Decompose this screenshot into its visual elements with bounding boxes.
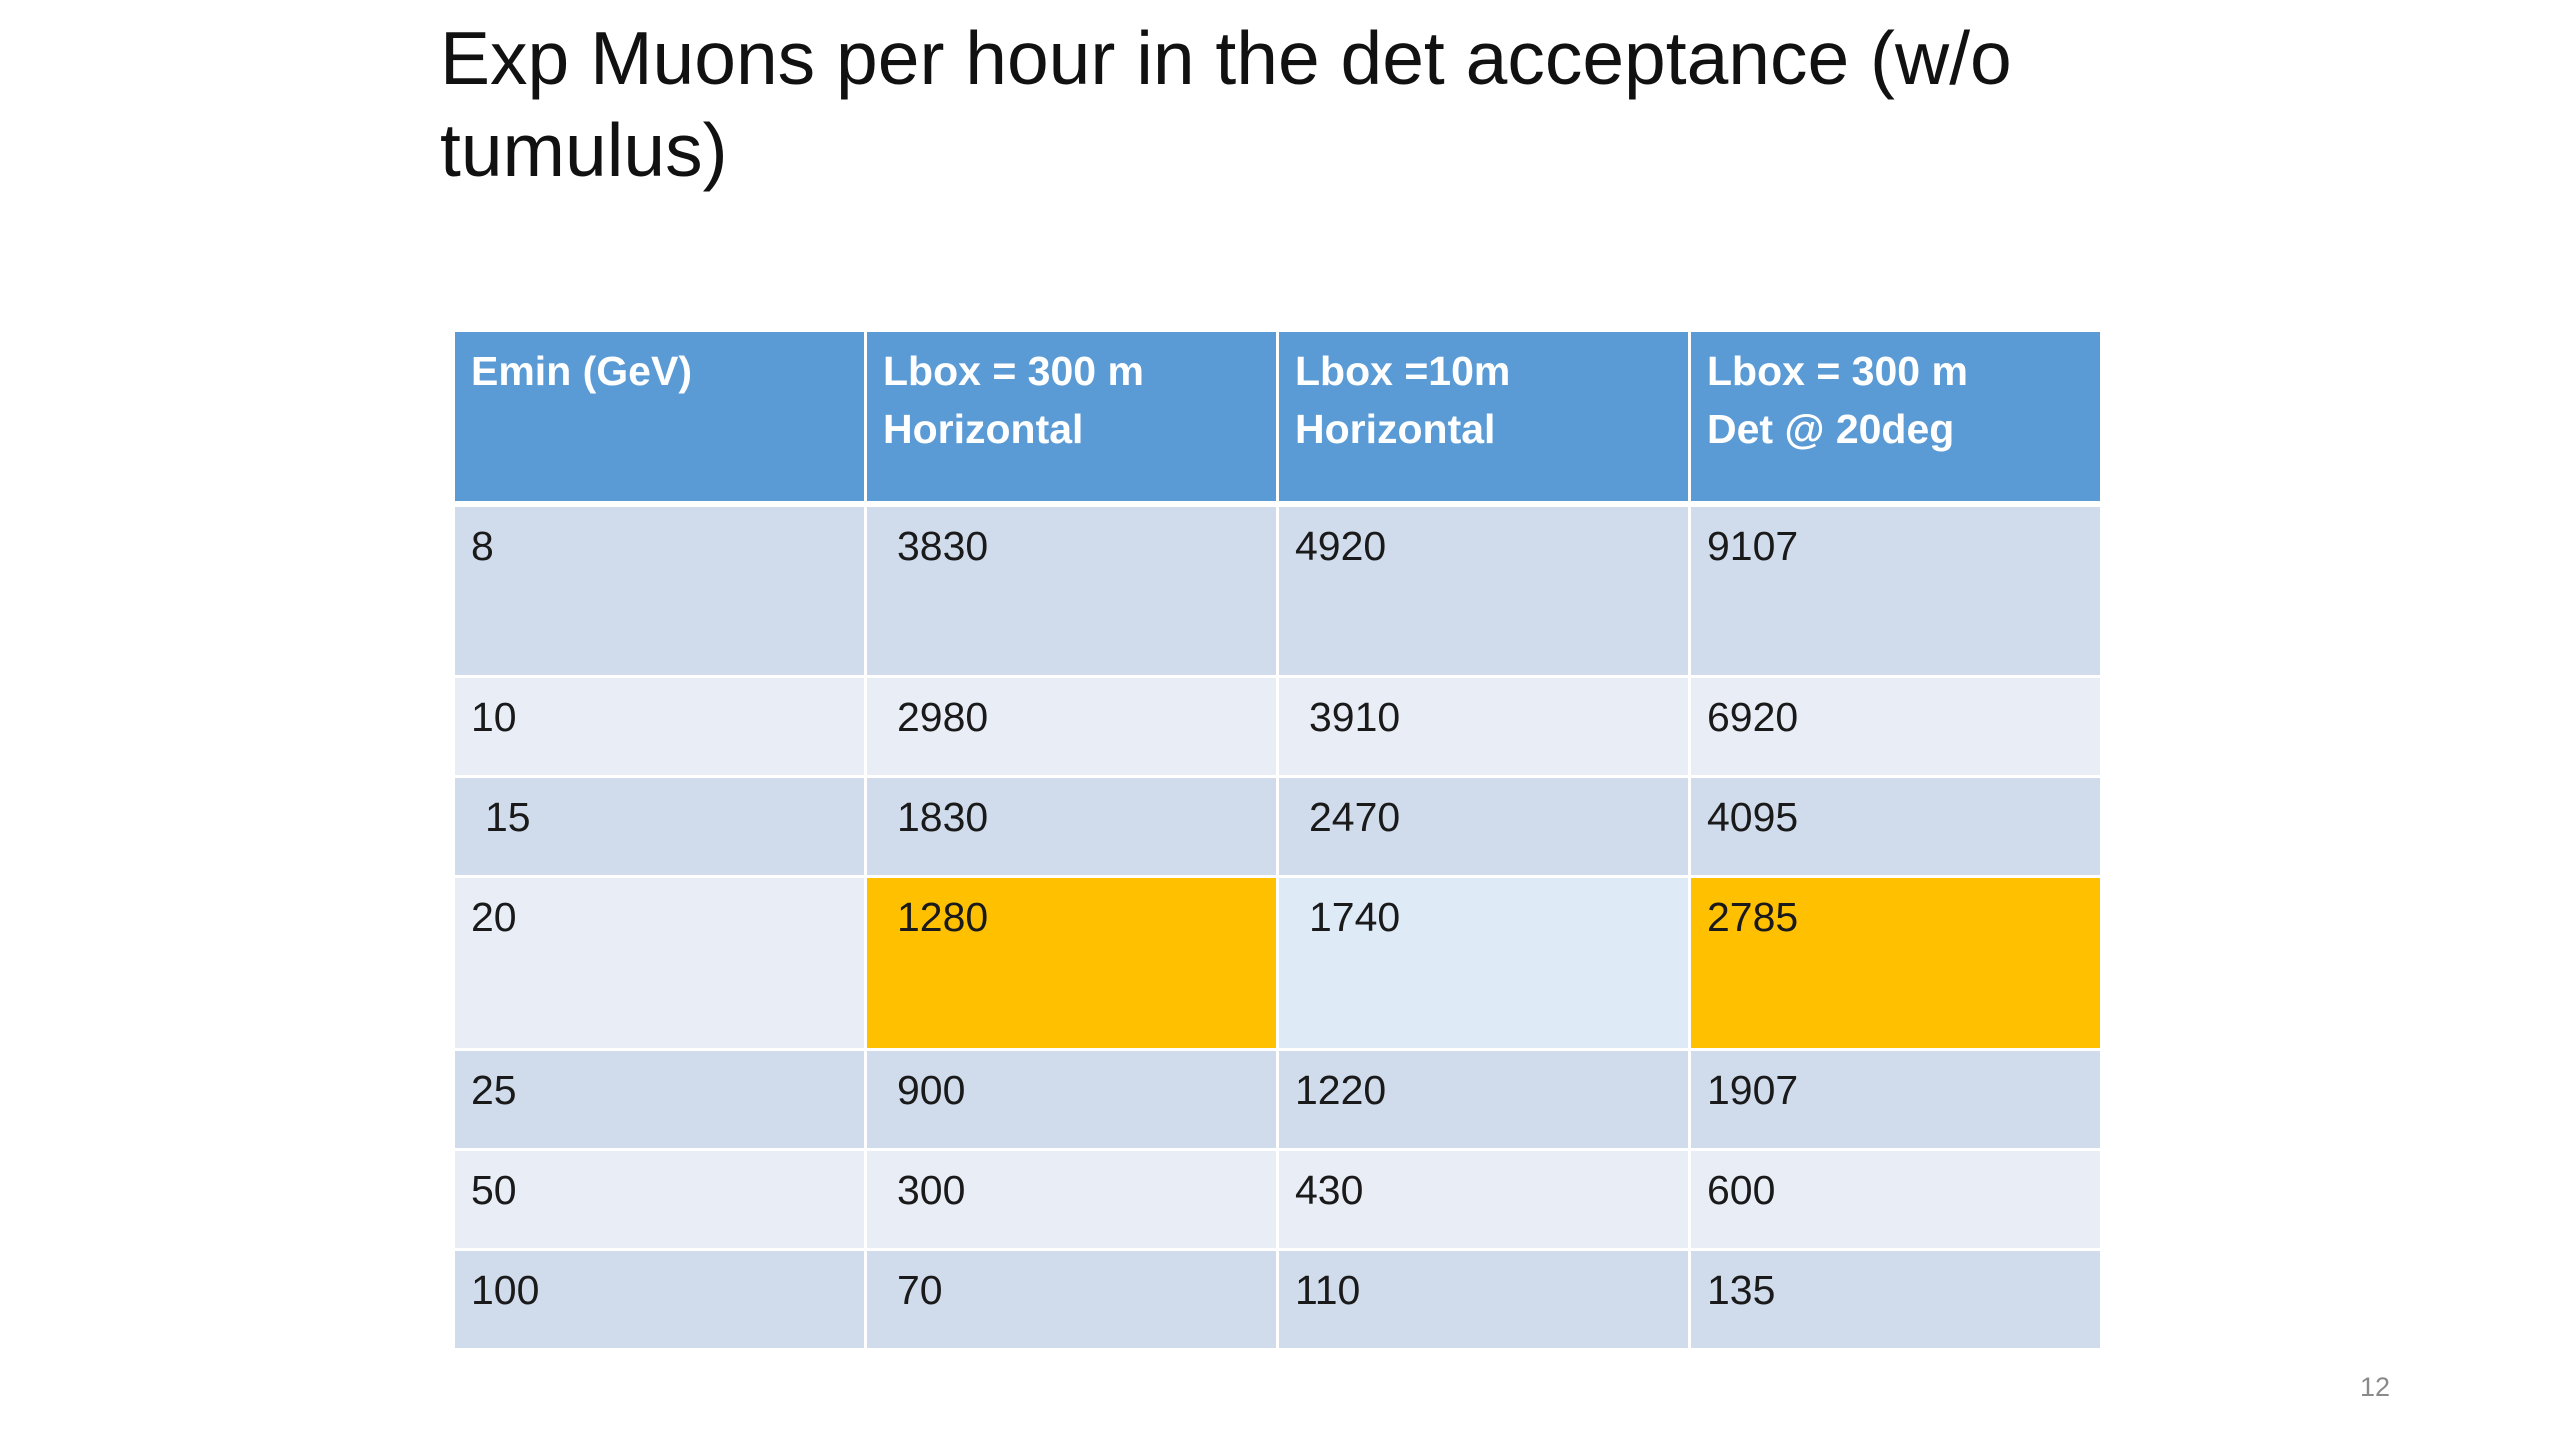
header-lbox300-horizontal-line-1: Lbox = 300 m — [883, 348, 1144, 394]
highlighted-cell: 1280 — [864, 875, 1279, 1051]
table-cell: 4920 — [1276, 502, 1691, 678]
table-cell: 1740 — [1276, 875, 1691, 1051]
table-cell: 70 — [864, 1248, 1279, 1351]
table-cell: 2470 — [1276, 775, 1691, 878]
table-cell: 300 — [864, 1148, 1279, 1251]
header-lbox300-horizontal-line-2: Horizontal — [883, 406, 1084, 452]
table-cell: 25 — [452, 1048, 867, 1151]
header-lbox10-horizontal-line-2: Horizontal — [1295, 406, 1496, 452]
table-cell: 6920 — [1688, 675, 2103, 778]
table-row: 15 1830 2470 4095 — [452, 775, 2103, 878]
slide-title-line-1: Exp Muons per hour in the det acceptance… — [440, 16, 2012, 100]
table-row: 20 1280 1740 2785 — [452, 875, 2103, 1051]
table-cell: 3830 — [864, 502, 1279, 678]
table-row: 25 900 1220 1907 — [452, 1048, 2103, 1151]
table-cell: 3910 — [1276, 675, 1691, 778]
header-emin: Emin (GeV) — [452, 329, 867, 507]
table-cell: 2980 — [864, 675, 1279, 778]
table-cell: 1830 — [864, 775, 1279, 878]
table-cell: 50 — [452, 1148, 867, 1251]
table-cell: 4095 — [1688, 775, 2103, 878]
muon-rate-table: Emin (GeV) Lbox = 300 m Horizontal Lbox … — [452, 329, 2103, 1351]
table-cell: 10 — [452, 675, 867, 778]
header-lbox10-horizontal-line-1: Lbox =10m — [1295, 348, 1511, 394]
header-lbox300-det20-line-2: Det @ 20deg — [1707, 406, 1955, 452]
header-emin-line-1: Emin (GeV) — [471, 348, 692, 394]
table-cell: 110 — [1276, 1248, 1691, 1351]
highlighted-cell: 2785 — [1688, 875, 2103, 1051]
table-cell: 600 — [1688, 1148, 2103, 1251]
table-cell: 8 — [452, 502, 867, 678]
table-header-row: Emin (GeV) Lbox = 300 m Horizontal Lbox … — [452, 329, 2103, 507]
table-cell: 430 — [1276, 1148, 1691, 1251]
header-lbox10-horizontal: Lbox =10m Horizontal — [1276, 329, 1691, 507]
table-row: 100 70 110 135 — [452, 1248, 2103, 1351]
table-row: 50 300 430 600 — [452, 1148, 2103, 1251]
table-cell: 1907 — [1688, 1048, 2103, 1151]
table-cell: 15 — [452, 775, 867, 878]
table-cell: 9107 — [1688, 502, 2103, 678]
table-cell: 20 — [452, 875, 867, 1051]
table-cell: 135 — [1688, 1248, 2103, 1351]
table-cell: 100 — [452, 1248, 867, 1351]
table-row: 8 3830 4920 9107 — [452, 502, 2103, 678]
table-row: 10 2980 3910 6920 — [452, 675, 2103, 778]
table-cell: 1220 — [1276, 1048, 1691, 1151]
table-cell: 900 — [864, 1048, 1279, 1151]
header-lbox300-det20: Lbox = 300 m Det @ 20deg — [1688, 329, 2103, 507]
page-number: 12 — [2359, 1372, 2391, 1402]
header-lbox300-horizontal: Lbox = 300 m Horizontal — [864, 329, 1279, 507]
header-lbox300-det20-line-1: Lbox = 300 m — [1707, 348, 1968, 394]
slide-title: Exp Muons per hour in the det acceptance… — [440, 12, 2200, 196]
slide-title-line-2: tumulus) — [440, 108, 728, 192]
